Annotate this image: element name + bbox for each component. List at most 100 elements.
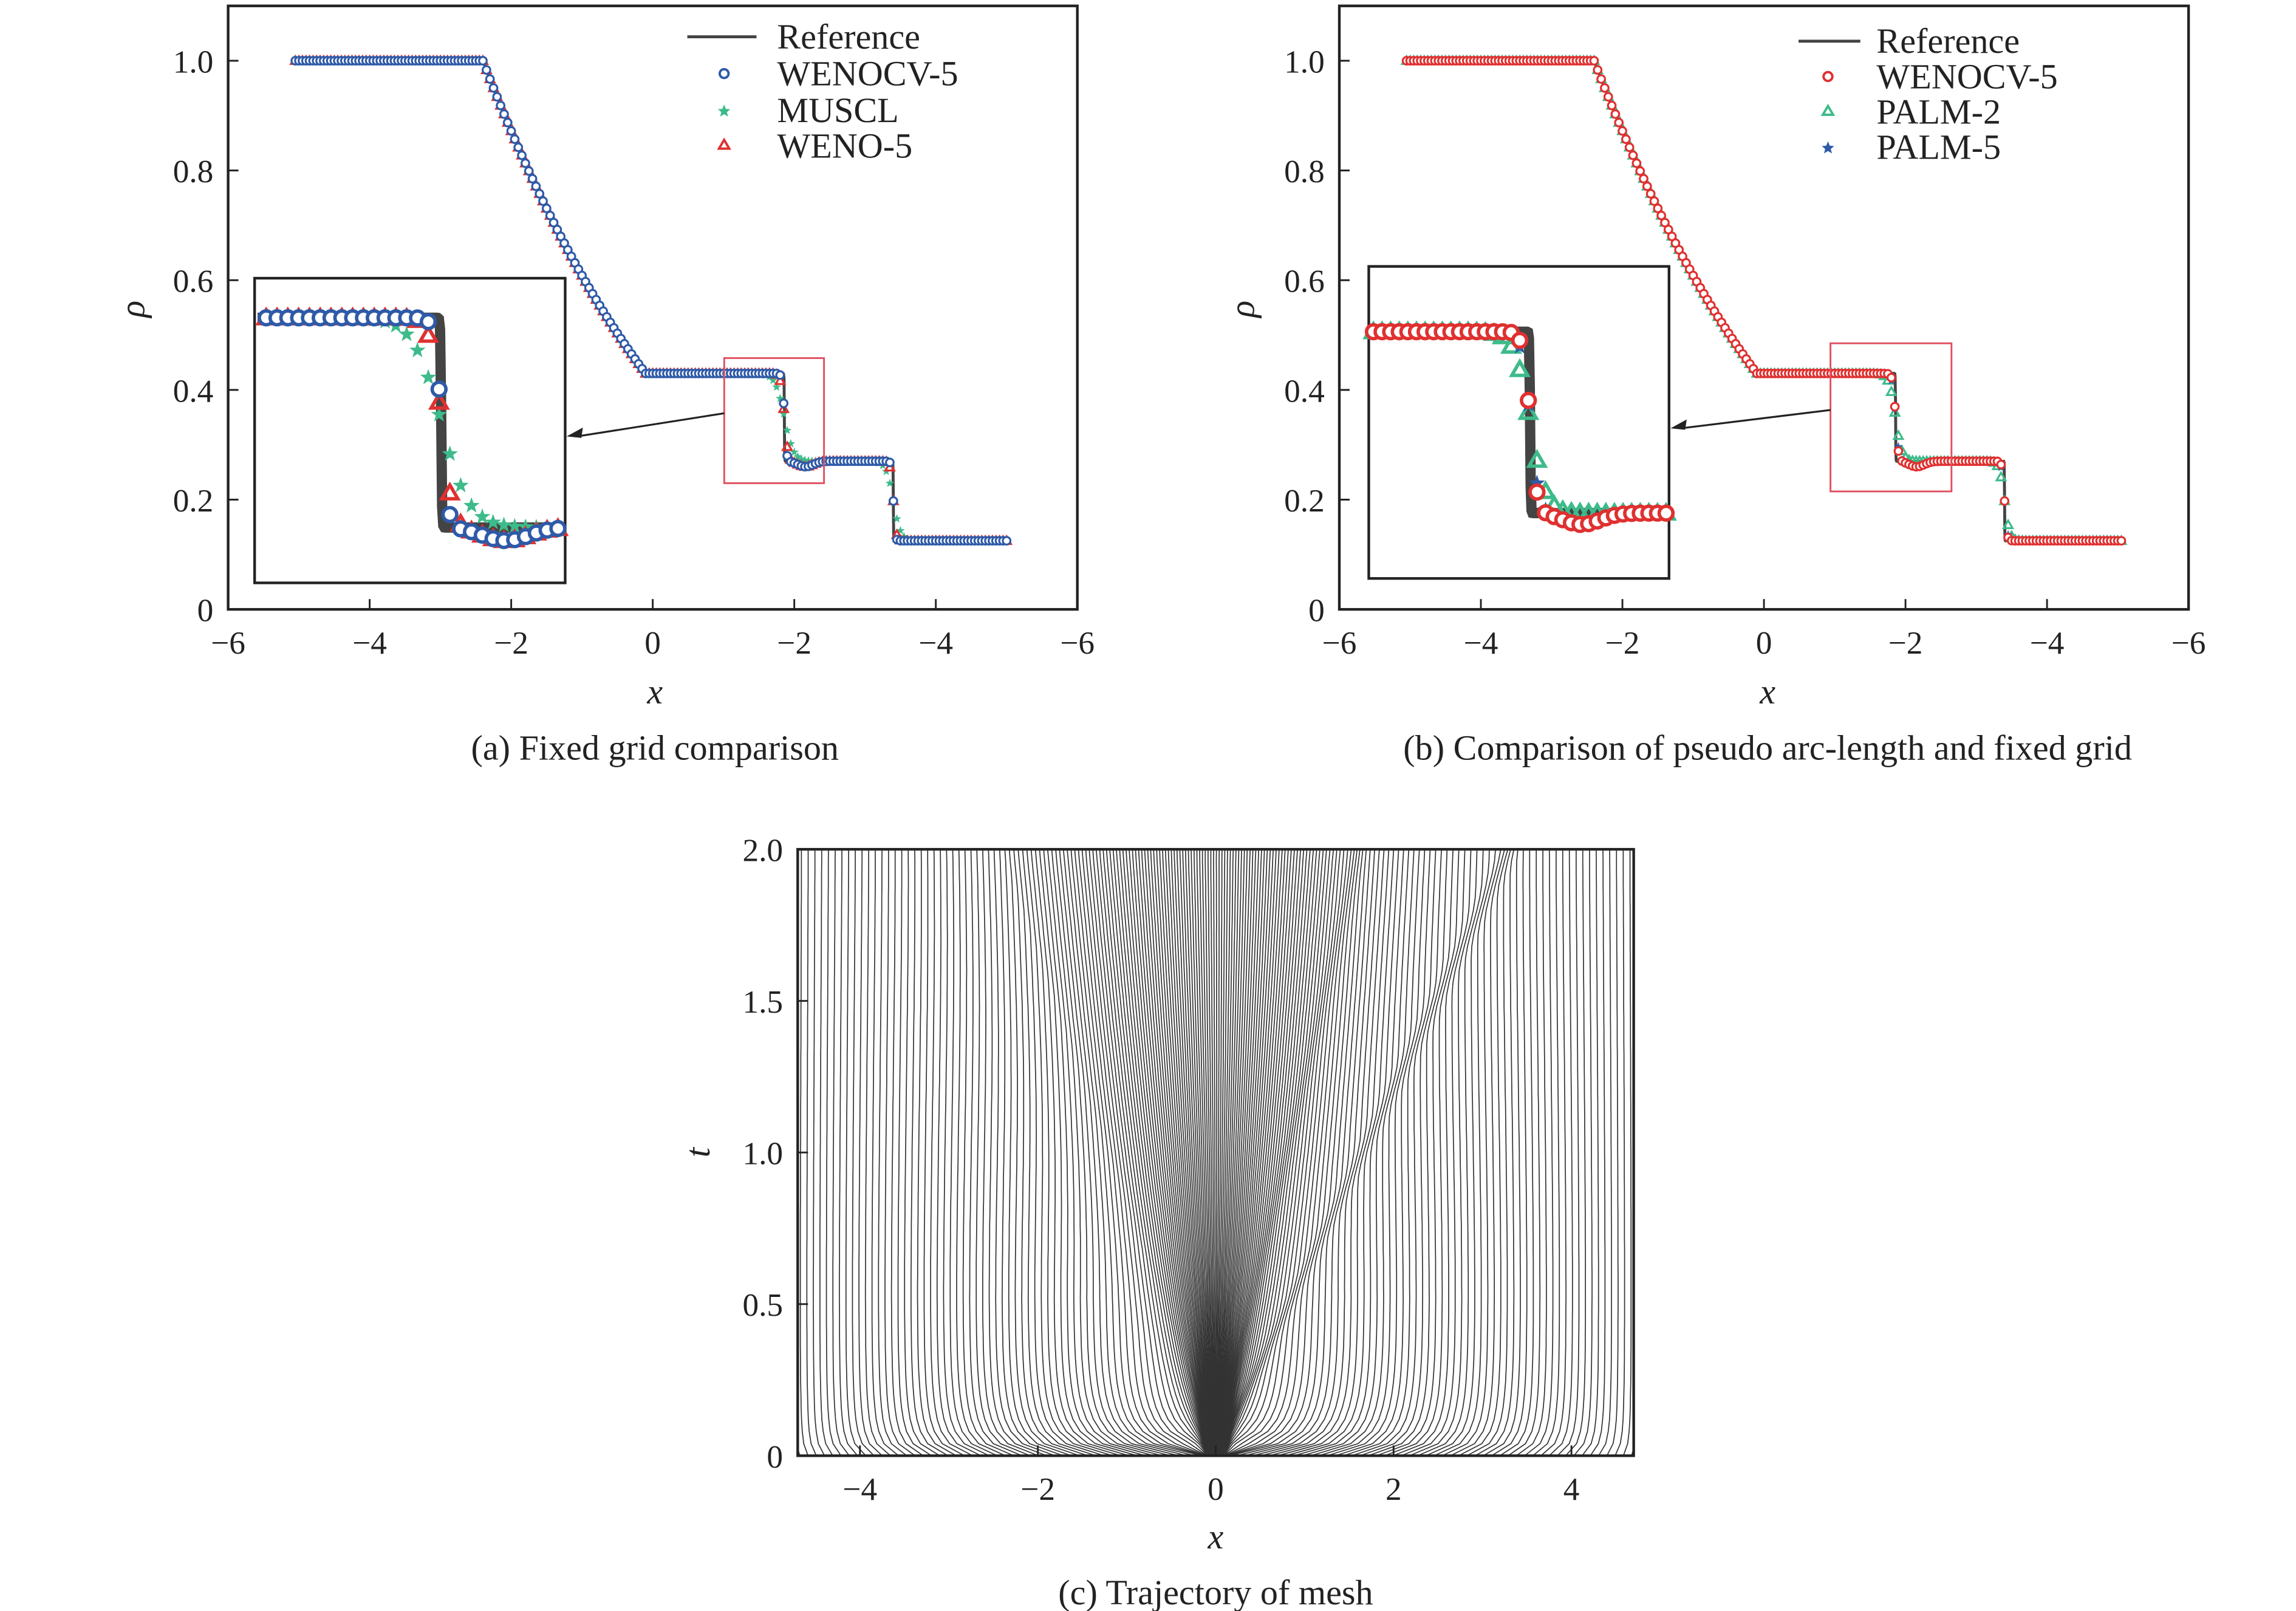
mesh-trajectory-line <box>1224 849 1352 1456</box>
mesh-trajectory-line <box>1483 849 1521 1456</box>
mesh-trajectory-line <box>1159 849 1214 1456</box>
data-point-circle <box>1649 196 1659 206</box>
mesh-trajectory-line <box>1648 849 1650 1455</box>
mesh-trajectory-line <box>1327 849 1420 1456</box>
mesh-trajectory-line <box>982 849 1039 1456</box>
data-point-circle <box>1520 391 1537 409</box>
data-point-star <box>409 341 426 358</box>
data-point-triangle <box>1509 358 1531 377</box>
arrow-head-icon <box>1670 419 1687 430</box>
mesh-trajectory-line <box>845 849 866 1456</box>
data-point-circle <box>775 370 785 380</box>
data-point-circle <box>1642 181 1652 191</box>
mesh-trajectory-line <box>1215 849 1218 1456</box>
mesh-trajectory-line <box>1310 849 1410 1456</box>
mesh-trajectory-line <box>839 849 858 1456</box>
mesh-trajectory-line <box>858 849 883 1456</box>
mesh-trajectory-line <box>1193 849 1215 1456</box>
mesh-trajectory-line <box>1156 849 1214 1456</box>
mesh-trajectory-line <box>1147 849 1213 1456</box>
mesh-trajectory-line <box>1458 849 1509 1456</box>
y-tick-label: 0.8 <box>173 154 214 190</box>
mesh-trajectory-line <box>884 849 915 1456</box>
mesh-trajectory-line <box>1223 849 1341 1456</box>
data-point-circle <box>1645 189 1656 199</box>
mesh-trajectory-line <box>1656 849 1657 1455</box>
mesh-trajectory-line <box>1218 849 1280 1456</box>
mesh-trajectory-line <box>1220 849 1305 1456</box>
data-point-circle <box>1618 126 1627 136</box>
y-tick-label: 0.6 <box>1284 264 1325 299</box>
x-tick-label: −4 <box>2030 625 2065 661</box>
mesh-trajectory-line <box>1059 849 1179 1456</box>
data-point-circle <box>517 150 527 160</box>
data-point-star <box>790 447 799 456</box>
mesh-trajectory-line <box>1215 849 1234 1456</box>
data-point-triangle <box>1892 429 1905 440</box>
legend-label: Reference <box>1876 21 2020 61</box>
mesh-trajectory-line <box>1215 849 1228 1456</box>
data-point-triangle <box>417 324 440 343</box>
mesh-trajectory-line <box>1043 849 1146 1456</box>
x-tick-label: −4 <box>352 625 387 661</box>
mesh-trajectory-line <box>1162 849 1214 1456</box>
data-point-circle <box>1890 402 1900 412</box>
mesh-trajectory-line <box>1376 849 1454 1456</box>
mesh-trajectory-line <box>1051 849 1163 1456</box>
data-point-star <box>442 445 458 461</box>
mesh-trajectory-line <box>1217 849 1260 1456</box>
mesh-trajectory-line <box>1219 849 1302 1456</box>
data-point-circle <box>1589 56 1599 66</box>
mesh-trajectory-line <box>1573 849 1593 1456</box>
data-point-circle <box>502 117 513 128</box>
mesh-trajectory-line <box>1219 849 1299 1456</box>
data-point-circle <box>1628 150 1638 160</box>
mesh-trajectory-line <box>1515 849 1547 1456</box>
mesh-trajectory-line <box>1153 849 1213 1456</box>
data-point-circle <box>1631 158 1642 168</box>
data-point-star <box>474 508 491 524</box>
mesh-lines <box>798 849 1657 1456</box>
arrow-head-icon <box>566 427 583 438</box>
legend-label: WENO-5 <box>777 126 912 165</box>
mesh-trajectory-line <box>1034 849 1129 1456</box>
data-point-circle <box>1607 100 1617 111</box>
data-point-circle <box>527 174 538 184</box>
mesh-trajectory-line <box>1039 849 1138 1456</box>
inset-plot <box>1362 265 1677 580</box>
data-point-circle <box>496 100 506 111</box>
data-point-circle <box>524 166 534 176</box>
mesh-trajectory-line <box>999 849 1064 1456</box>
data-point-circle <box>1610 109 1621 119</box>
panel-c-caption: (c) Trajectory of mesh <box>1058 1573 1373 1611</box>
panel-b: −6 −4 −2 0 −2 −4 −600.20.40.60.81.0 <box>1284 4 2205 661</box>
x-tick-label: −4 <box>1464 625 1498 661</box>
data-point-circle <box>2116 536 2127 546</box>
mesh-trajectory-line <box>923 849 965 1456</box>
y-tick-label: 0.8 <box>1284 154 1325 190</box>
mesh-trajectory-line <box>1217 849 1268 1456</box>
mesh-trajectory-line <box>1524 849 1554 1456</box>
mesh-trajectory-line <box>1557 849 1580 1456</box>
mesh-trajectory-line <box>1184 849 1215 1456</box>
mesh-trajectory-line <box>1622 849 1632 1456</box>
inset-plot <box>253 276 569 584</box>
y-tick-label: 0.4 <box>173 373 214 409</box>
mesh-trajectory-line <box>1218 849 1277 1456</box>
mesh-trajectory-line <box>890 849 924 1456</box>
mesh-trajectory-line <box>864 849 891 1456</box>
mesh-trajectory-line <box>1277 849 1390 1456</box>
data-point-triangle <box>439 481 461 501</box>
x-tick-label: 0 <box>1208 1471 1224 1507</box>
data-point-star <box>1529 474 1545 490</box>
mesh-trajectory-line <box>1226 849 1358 1456</box>
data-point-triangle <box>774 374 787 385</box>
mesh-trajectory-line <box>1217 849 1248 1456</box>
x-tick-label: −6 <box>1060 625 1095 661</box>
panel-a-legend: Reference WENOCV-5 MUSCL WENO-5 <box>687 17 958 165</box>
data-point-triangle <box>1885 385 1898 396</box>
data-point-star <box>796 454 806 463</box>
data-point-circle <box>1603 92 1613 102</box>
mesh-trajectory-line <box>1074 849 1204 1456</box>
mesh-trajectory-line <box>962 849 1014 1456</box>
